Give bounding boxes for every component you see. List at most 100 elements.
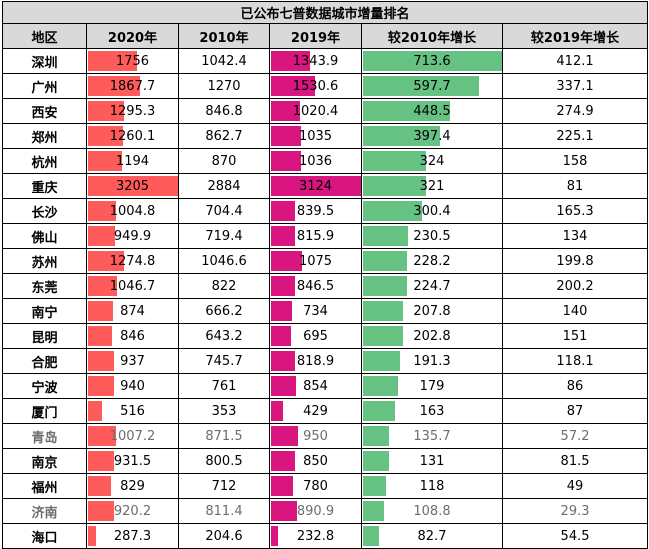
pop-2019-cell[interactable]: 3124 [269,173,362,199]
city-cell[interactable]: 杭州 [2,148,87,174]
pop-2010-cell[interactable]: 719.4 [178,223,270,249]
city-cell[interactable]: 昆明 [2,323,87,349]
pop-2020-cell[interactable]: 920.2 [86,498,179,524]
growth-vs-2019-cell[interactable]: 49 [501,473,649,499]
city-cell[interactable]: 东莞 [2,273,87,299]
pop-2020-cell[interactable]: 1046.7 [86,273,179,299]
pop-2019-cell[interactable]: 890.9 [269,498,362,524]
pop-2019-cell[interactable]: 846.5 [269,273,362,299]
growth-vs-2019-cell[interactable]: 158 [501,148,649,174]
pop-2019-cell[interactable]: 1075 [269,248,362,274]
growth-vs-2010-cell[interactable]: 202.8 [361,323,503,349]
pop-2020-cell[interactable]: 1756 [86,48,179,74]
city-cell[interactable]: 福州 [2,473,87,499]
city-cell[interactable]: 佛山 [2,223,87,249]
pop-2019-cell[interactable]: 429 [269,398,362,424]
growth-vs-2019-cell[interactable]: 118.1 [501,348,649,374]
pop-2020-cell[interactable]: 949.9 [86,223,179,249]
pop-2020-cell[interactable]: 1007.2 [86,423,179,449]
pop-2019-cell[interactable]: 1343.9 [269,48,362,74]
pop-2019-cell[interactable]: 854 [269,373,362,399]
pop-2010-cell[interactable]: 822 [178,273,270,299]
city-cell[interactable]: 长沙 [2,198,87,224]
pop-2010-cell[interactable]: 666.2 [178,298,270,324]
pop-2019-cell[interactable]: 850 [269,448,362,474]
city-cell[interactable]: 厦门 [2,398,87,424]
pop-2020-cell[interactable]: 1295.3 [86,98,179,124]
growth-vs-2019-cell[interactable]: 54.5 [501,523,649,549]
pop-2010-cell[interactable]: 871.5 [178,423,270,449]
pop-2020-cell[interactable]: 937 [86,348,179,374]
city-cell[interactable]: 南宁 [2,298,87,324]
city-cell[interactable]: 郑州 [2,123,87,149]
growth-vs-2010-cell[interactable]: 324 [361,148,503,174]
growth-vs-2019-cell[interactable]: 225.1 [501,123,649,149]
growth-vs-2019-cell[interactable]: 81.5 [501,448,649,474]
growth-vs-2019-cell[interactable]: 165.3 [501,198,649,224]
pop-2010-cell[interactable]: 811.4 [178,498,270,524]
pop-2019-cell[interactable]: 232.8 [269,523,362,549]
city-cell[interactable]: 合肥 [2,348,87,374]
growth-vs-2010-cell[interactable]: 191.3 [361,348,503,374]
city-cell[interactable]: 南京 [2,448,87,474]
pop-2019-cell[interactable]: 1036 [269,148,362,174]
pop-2019-cell[interactable]: 695 [269,323,362,349]
pop-2010-cell[interactable]: 870 [178,148,270,174]
pop-2010-cell[interactable]: 800.5 [178,448,270,474]
growth-vs-2010-cell[interactable]: 448.5 [361,98,503,124]
pop-2010-cell[interactable]: 1046.6 [178,248,270,274]
pop-2020-cell[interactable]: 829 [86,473,179,499]
pop-2020-cell[interactable]: 846 [86,323,179,349]
growth-vs-2019-cell[interactable]: 29.3 [501,498,649,524]
pop-2010-cell[interactable]: 353 [178,398,270,424]
growth-vs-2010-cell[interactable]: 118 [361,473,503,499]
city-cell[interactable]: 苏州 [2,248,87,274]
pop-2019-cell[interactable]: 815.9 [269,223,362,249]
growth-vs-2019-cell[interactable]: 87 [501,398,649,424]
pop-2019-cell[interactable]: 780 [269,473,362,499]
growth-vs-2010-cell[interactable]: 713.6 [361,48,503,74]
pop-2019-cell[interactable]: 1530.6 [269,73,362,99]
growth-vs-2019-cell[interactable]: 86 [501,373,649,399]
pop-2010-cell[interactable]: 712 [178,473,270,499]
pop-2019-cell[interactable]: 818.9 [269,348,362,374]
city-cell[interactable]: 广州 [2,73,87,99]
growth-vs-2010-cell[interactable]: 228.2 [361,248,503,274]
pop-2019-cell[interactable]: 1020.4 [269,98,362,124]
pop-2010-cell[interactable]: 745.7 [178,348,270,374]
growth-vs-2010-cell[interactable]: 207.8 [361,298,503,324]
growth-vs-2010-cell[interactable]: 179 [361,373,503,399]
city-cell[interactable]: 深圳 [2,48,87,74]
growth-vs-2019-cell[interactable]: 57.2 [501,423,649,449]
pop-2019-cell[interactable]: 1035 [269,123,362,149]
pop-2020-cell[interactable]: 940 [86,373,179,399]
growth-vs-2010-cell[interactable]: 131 [361,448,503,474]
pop-2020-cell[interactable]: 1004.8 [86,198,179,224]
growth-vs-2010-cell[interactable]: 230.5 [361,223,503,249]
growth-vs-2019-cell[interactable]: 337.1 [501,73,649,99]
pop-2020-cell[interactable]: 874 [86,298,179,324]
growth-vs-2010-cell[interactable]: 300.4 [361,198,503,224]
pop-2010-cell[interactable]: 2884 [178,173,270,199]
pop-2010-cell[interactable]: 862.7 [178,123,270,149]
growth-vs-2019-cell[interactable]: 81 [501,173,649,199]
pop-2020-cell[interactable]: 1260.1 [86,123,179,149]
pop-2010-cell[interactable]: 761 [178,373,270,399]
growth-vs-2019-cell[interactable]: 134 [501,223,649,249]
city-cell[interactable]: 重庆 [2,173,87,199]
growth-vs-2010-cell[interactable]: 397.4 [361,123,503,149]
city-cell[interactable]: 西安 [2,98,87,124]
growth-vs-2010-cell[interactable]: 82.7 [361,523,503,549]
pop-2010-cell[interactable]: 1042.4 [178,48,270,74]
city-cell[interactable]: 济南 [2,498,87,524]
pop-2019-cell[interactable]: 950 [269,423,362,449]
growth-vs-2010-cell[interactable]: 163 [361,398,503,424]
pop-2019-cell[interactable]: 839.5 [269,198,362,224]
growth-vs-2019-cell[interactable]: 412.1 [501,48,649,74]
growth-vs-2019-cell[interactable]: 199.8 [501,248,649,274]
growth-vs-2010-cell[interactable]: 224.7 [361,273,503,299]
growth-vs-2019-cell[interactable]: 151 [501,323,649,349]
growth-vs-2019-cell[interactable]: 140 [501,298,649,324]
growth-vs-2010-cell[interactable]: 597.7 [361,73,503,99]
growth-vs-2010-cell[interactable]: 135.7 [361,423,503,449]
